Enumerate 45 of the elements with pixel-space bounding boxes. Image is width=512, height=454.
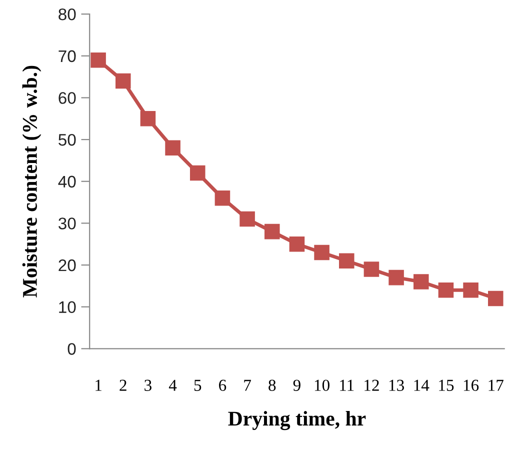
point: [289, 236, 305, 252]
point: [338, 253, 354, 268]
y-tick-label: 70: [58, 50, 76, 62]
point: [90, 52, 106, 68]
x-tick-label: 12: [364, 380, 379, 391]
x-tick-label: 9: [293, 380, 300, 391]
point: [438, 282, 454, 298]
x-tick-label: 8: [268, 380, 276, 391]
point: [214, 190, 230, 206]
point: [264, 224, 280, 240]
x-tick-label: 15: [439, 380, 454, 391]
point: [190, 165, 206, 181]
x-tick-label: 13: [389, 380, 404, 391]
point: [314, 244, 330, 260]
point: [240, 211, 255, 227]
x-tick-label: 5: [194, 380, 202, 391]
x-tick-label: 11: [340, 380, 354, 391]
point: [463, 282, 478, 298]
point: [364, 262, 380, 277]
x-tick-label: 14: [414, 380, 430, 391]
x-tick-label: 6: [219, 380, 226, 391]
x-axis-title: Drying time, hr: [228, 411, 366, 430]
x-tick-label: 1: [96, 380, 102, 391]
x-tick-label: 4: [168, 380, 177, 391]
x-tick-label: 2: [120, 380, 126, 391]
y-tick-label: 60: [58, 92, 76, 104]
point: [413, 274, 429, 290]
point: [140, 110, 156, 126]
y-tick-label: 80: [58, 8, 76, 20]
y-tick-label: 40: [58, 176, 76, 188]
point: [388, 270, 404, 286]
y-tick-label: 30: [58, 218, 76, 230]
x-tick-label: 16: [464, 380, 479, 391]
x-tick-label: 17: [488, 380, 504, 391]
y-tick-label: 50: [58, 134, 76, 146]
x-tick-label: 10: [314, 380, 330, 391]
x-tick-label: 7: [244, 380, 251, 391]
point: [115, 73, 131, 89]
y-axis-title: Moisture content (% w.b.): [22, 66, 42, 298]
x-tick-label: 3: [144, 380, 152, 391]
y-tick-label: 20: [58, 259, 76, 272]
point: [165, 140, 180, 156]
point: [488, 290, 504, 306]
y-tick-label: 10: [59, 301, 76, 314]
y-tick-label: 0: [68, 343, 76, 355]
